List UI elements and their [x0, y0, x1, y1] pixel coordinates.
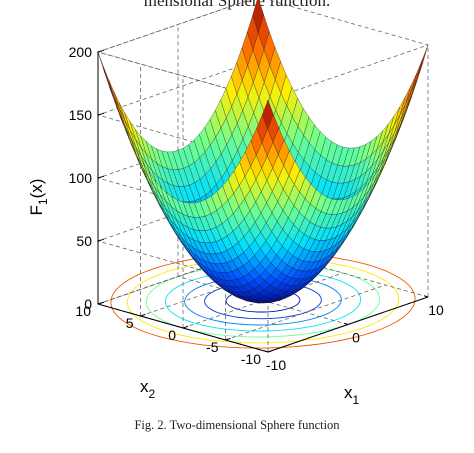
z-tick-label: 0	[84, 296, 92, 312]
z-tick	[97, 175, 105, 179]
y-tick	[182, 325, 189, 329]
z-tick-label: 100	[69, 170, 93, 186]
x-floor-grid-line	[177, 276, 349, 325]
x-tick	[423, 295, 429, 298]
x-tick-label: -10	[266, 357, 286, 373]
y-tick	[97, 301, 104, 305]
y-tick-label: -10	[241, 351, 261, 367]
z-tick	[97, 238, 105, 242]
header-text: mensional Sphere function.	[143, 0, 331, 10]
surface-patch	[411, 63, 423, 95]
surface-patch	[416, 44, 429, 78]
y-tick	[225, 337, 231, 341]
box-top-rim	[96, 0, 430, 101]
surface-patch	[108, 79, 120, 110]
x-axis-label: x1	[344, 383, 360, 407]
x-tick-label: 0	[352, 330, 360, 346]
surface-patch	[405, 73, 417, 104]
z-tick-label: 200	[69, 44, 93, 60]
y-tick	[267, 349, 274, 353]
z-tick-label: 50	[76, 233, 92, 249]
x-tick	[343, 322, 349, 325]
z-tick-label: 150	[69, 107, 93, 123]
x-tick	[263, 350, 269, 353]
z-tick	[97, 112, 105, 116]
y-axis-label: x2	[140, 377, 156, 401]
x-tick-label: 10	[428, 302, 444, 318]
surface-mesh	[97, 0, 429, 304]
z-tick	[97, 49, 105, 53]
y-tick	[140, 313, 146, 317]
y-tick-label: 5	[126, 315, 134, 331]
z-axis-label: F1(x)	[27, 179, 50, 216]
y-floor-grid-line	[225, 284, 386, 341]
surface-patch	[411, 59, 423, 92]
y-tick-label: 0	[168, 327, 176, 343]
y-tick-label: -5	[206, 339, 219, 355]
figure-caption: Fig. 2. Two-dimensional Sphere function	[134, 418, 340, 432]
y-tick-label: 10	[75, 303, 91, 319]
